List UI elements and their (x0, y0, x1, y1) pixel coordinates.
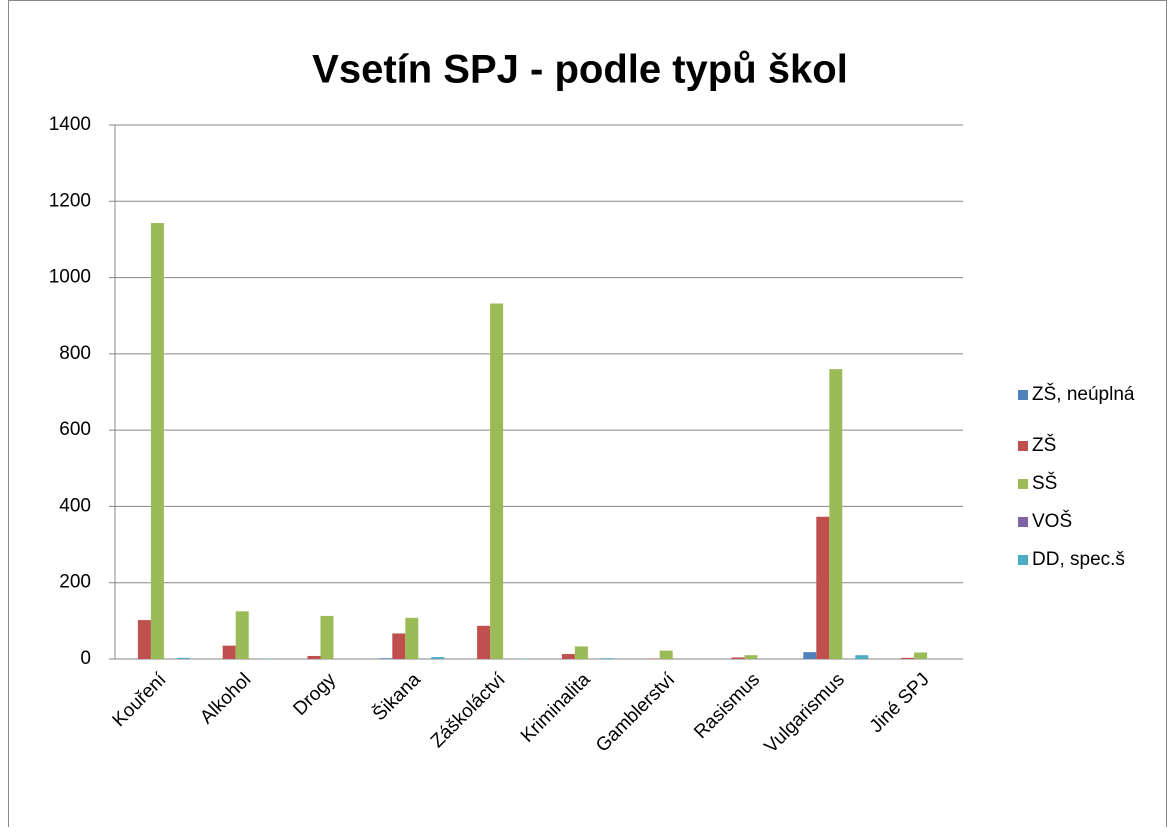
bar (379, 658, 392, 659)
bar (601, 658, 614, 659)
legend-swatch (1018, 555, 1028, 565)
y-tick-label: 0 (80, 648, 91, 669)
bar (855, 655, 868, 659)
legend-label: ZŠ, neúplná (1032, 383, 1135, 405)
bar (816, 517, 829, 659)
bar (490, 304, 503, 659)
legend-label: ZŠ (1032, 434, 1056, 456)
legend-swatch (1018, 441, 1028, 451)
bar (223, 646, 236, 659)
y-tick-label: 400 (59, 495, 91, 516)
legend-swatch (1018, 517, 1028, 527)
bar (151, 223, 164, 659)
bar (575, 646, 588, 659)
bar (321, 616, 334, 659)
bar (562, 654, 575, 659)
bar (477, 626, 490, 659)
legend-label: VOŠ (1032, 510, 1072, 532)
bar (914, 653, 927, 659)
bar (392, 633, 405, 659)
y-tick-label: 800 (59, 343, 91, 364)
bar (177, 658, 190, 659)
bar (308, 656, 321, 659)
y-tick-label: 1400 (49, 114, 91, 135)
bar (405, 618, 418, 659)
bar (745, 655, 758, 659)
y-tick-label: 1000 (49, 267, 91, 288)
legend-swatch (1018, 390, 1028, 400)
bar (660, 651, 673, 659)
legend-swatch (1018, 479, 1028, 489)
bar (732, 657, 745, 659)
bar (803, 652, 816, 659)
bar (829, 369, 842, 659)
y-tick-label: 1200 (49, 190, 91, 211)
legend-label: SŠ (1032, 472, 1057, 494)
legend-label: DD, spec.š (1032, 549, 1125, 570)
chart-title: Vsetín SPJ - podle typů škol (312, 48, 848, 92)
bar (138, 620, 151, 659)
bar (431, 657, 444, 659)
y-tick-label: 600 (59, 419, 91, 440)
chart-frame (9, 1, 1167, 828)
bar (236, 611, 249, 659)
bar (901, 658, 914, 659)
y-tick-label: 200 (59, 572, 91, 593)
